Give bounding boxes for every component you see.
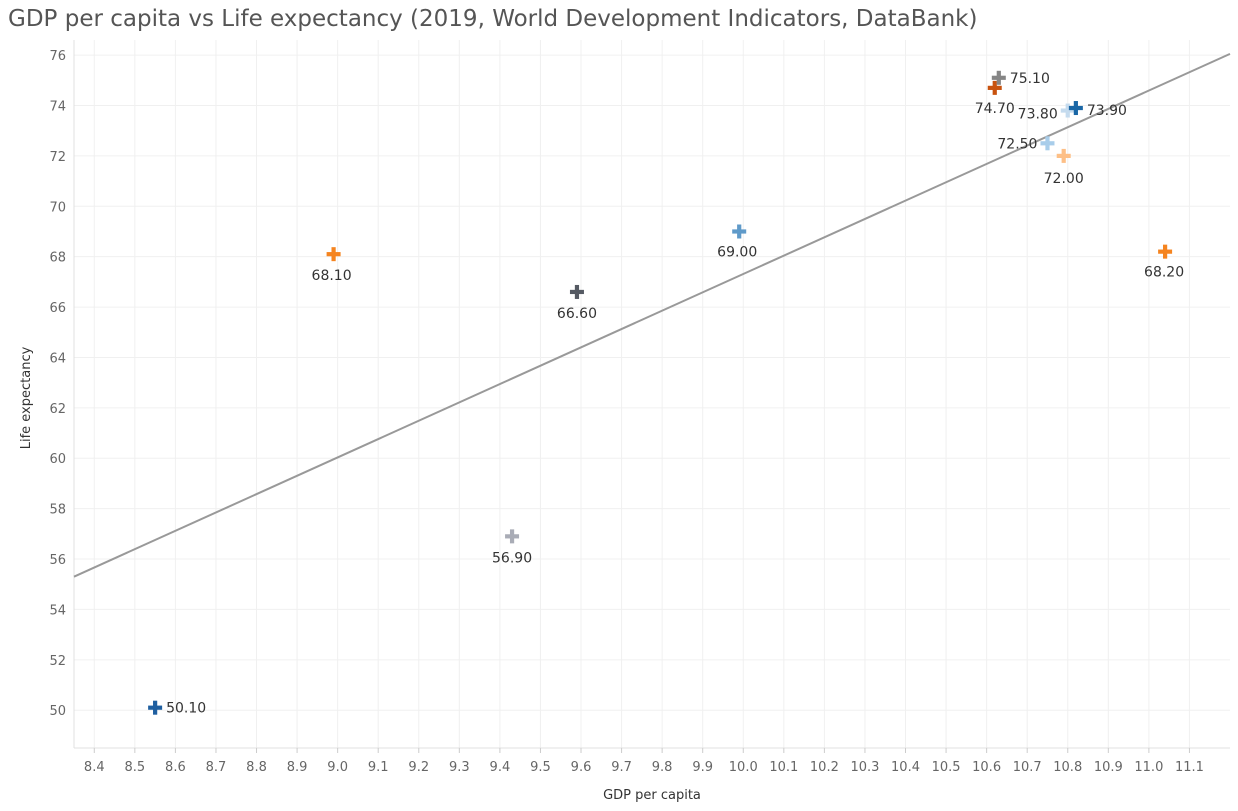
y-tick-label: 52 — [49, 654, 66, 669]
data-point[interactable] — [1158, 244, 1173, 259]
x-tick-label: 9.3 — [449, 760, 470, 775]
data-point[interactable] — [1068, 101, 1083, 116]
plus-marker-v — [331, 247, 336, 262]
data-point[interactable] — [1056, 148, 1071, 163]
x-tick-label: 8.5 — [124, 760, 145, 775]
plus-marker-v — [153, 700, 158, 715]
data-label: 73.90 — [1087, 103, 1127, 119]
y-tick-label: 72 — [49, 150, 66, 165]
data-label: 56.90 — [492, 550, 532, 566]
data-label: 68.20 — [1144, 265, 1184, 281]
y-tick-label: 76 — [49, 49, 66, 64]
labels-layer: 50.10 68.10 56.90 66.60 69.00 74.70 75.10 72.50… — [166, 71, 1184, 717]
data-label: 75.10 — [1010, 71, 1050, 87]
plus-marker-v — [1045, 136, 1050, 151]
x-axis-title: GDP per capita — [603, 788, 701, 803]
data-point[interactable] — [148, 700, 163, 715]
x-tick-label: 9.7 — [611, 760, 632, 775]
plus-marker-v — [737, 224, 742, 239]
trend-line — [73, 52, 1231, 578]
plus-marker-v — [996, 70, 1001, 85]
x-tick-label: 8.7 — [206, 760, 227, 775]
x-tick-label: 10.5 — [932, 760, 961, 775]
plus-marker-v — [1163, 244, 1168, 259]
x-tick-label: 10.2 — [810, 760, 839, 775]
data-label: 72.50 — [997, 136, 1037, 152]
x-tick-label: 9.9 — [692, 760, 713, 775]
x-tick-label: 9.6 — [571, 760, 592, 775]
x-tick-label: 10.6 — [972, 760, 1001, 775]
x-tick-label: 8.6 — [165, 760, 186, 775]
x-tick-label: 9.8 — [652, 760, 673, 775]
data-label: 68.10 — [312, 268, 352, 284]
plus-marker-v — [992, 80, 997, 95]
x-tick-label: 10.1 — [769, 760, 798, 775]
plus-marker-v — [574, 284, 580, 299]
x-tick-label: 9.4 — [490, 760, 511, 775]
y-tick-label: 58 — [49, 503, 66, 518]
x-tick-label: 9.5 — [530, 760, 551, 775]
x-tick-label: 10.0 — [729, 760, 758, 775]
y-tick-label: 70 — [49, 200, 66, 215]
data-label: 74.70 — [975, 101, 1015, 117]
plus-marker-v — [1061, 148, 1066, 163]
grid — [74, 40, 1230, 748]
data-label: 73.80 — [1018, 107, 1058, 123]
data-point[interactable] — [987, 80, 1002, 95]
x-tick-label: 10.9 — [1094, 760, 1123, 775]
x-tick-label: 11.0 — [1134, 760, 1163, 775]
y-tick-label: 50 — [49, 704, 66, 719]
data-label: 66.60 — [557, 306, 597, 322]
y-axis: 50 52 54 56 58 60 62 64 66 68 70 72 74 76 — [49, 40, 75, 748]
data-point[interactable] — [732, 224, 747, 239]
plus-marker-v — [509, 529, 515, 544]
data-point[interactable] — [991, 70, 1006, 85]
y-tick-label: 62 — [49, 402, 66, 417]
x-tick-label: 8.4 — [84, 760, 105, 775]
plus-marker-v — [1073, 101, 1078, 116]
x-tick-label: 11.1 — [1175, 760, 1204, 775]
y-tick-label: 66 — [49, 301, 66, 316]
x-tick-label: 8.9 — [287, 760, 308, 775]
data-point[interactable] — [326, 247, 341, 262]
x-tick-label: 9.1 — [368, 760, 389, 775]
x-tick-label: 10.7 — [1013, 760, 1042, 775]
y-axis-title: Life expectancy — [19, 346, 34, 449]
x-tick-label: 10.3 — [850, 760, 879, 775]
points-layer — [148, 70, 1173, 715]
plus-marker-v — [1065, 103, 1070, 118]
x-axis: 8.4 8.5 8.6 8.7 8.8 8.9 9.0 9.1 9.2 9.3 9.4 9.5 9.6 9… — [74, 747, 1230, 775]
data-point[interactable] — [1040, 136, 1055, 151]
data-point[interactable] — [1060, 103, 1075, 118]
data-label: 72.00 — [1044, 171, 1084, 187]
y-tick-label: 60 — [49, 452, 66, 467]
chart-title: GDP per capita vs Life expectancy (2019,… — [8, 6, 978, 32]
x-tick-label: 9.2 — [408, 760, 429, 775]
y-tick-label: 56 — [49, 553, 66, 568]
data-label: 50.10 — [166, 701, 206, 717]
y-tick-label: 74 — [49, 100, 66, 115]
x-tick-label: 10.8 — [1053, 760, 1082, 775]
trend-line-layer — [73, 52, 1231, 578]
y-tick-label: 68 — [49, 251, 66, 266]
x-tick-label: 10.4 — [891, 760, 920, 775]
data-point[interactable] — [505, 529, 520, 544]
y-tick-label: 64 — [49, 351, 66, 366]
data-label: 69.00 — [717, 244, 757, 260]
data-point[interactable] — [569, 284, 584, 299]
y-tick-label: 54 — [49, 603, 66, 618]
x-tick-label: 9.0 — [327, 760, 348, 775]
x-tick-label: 8.8 — [246, 760, 267, 775]
